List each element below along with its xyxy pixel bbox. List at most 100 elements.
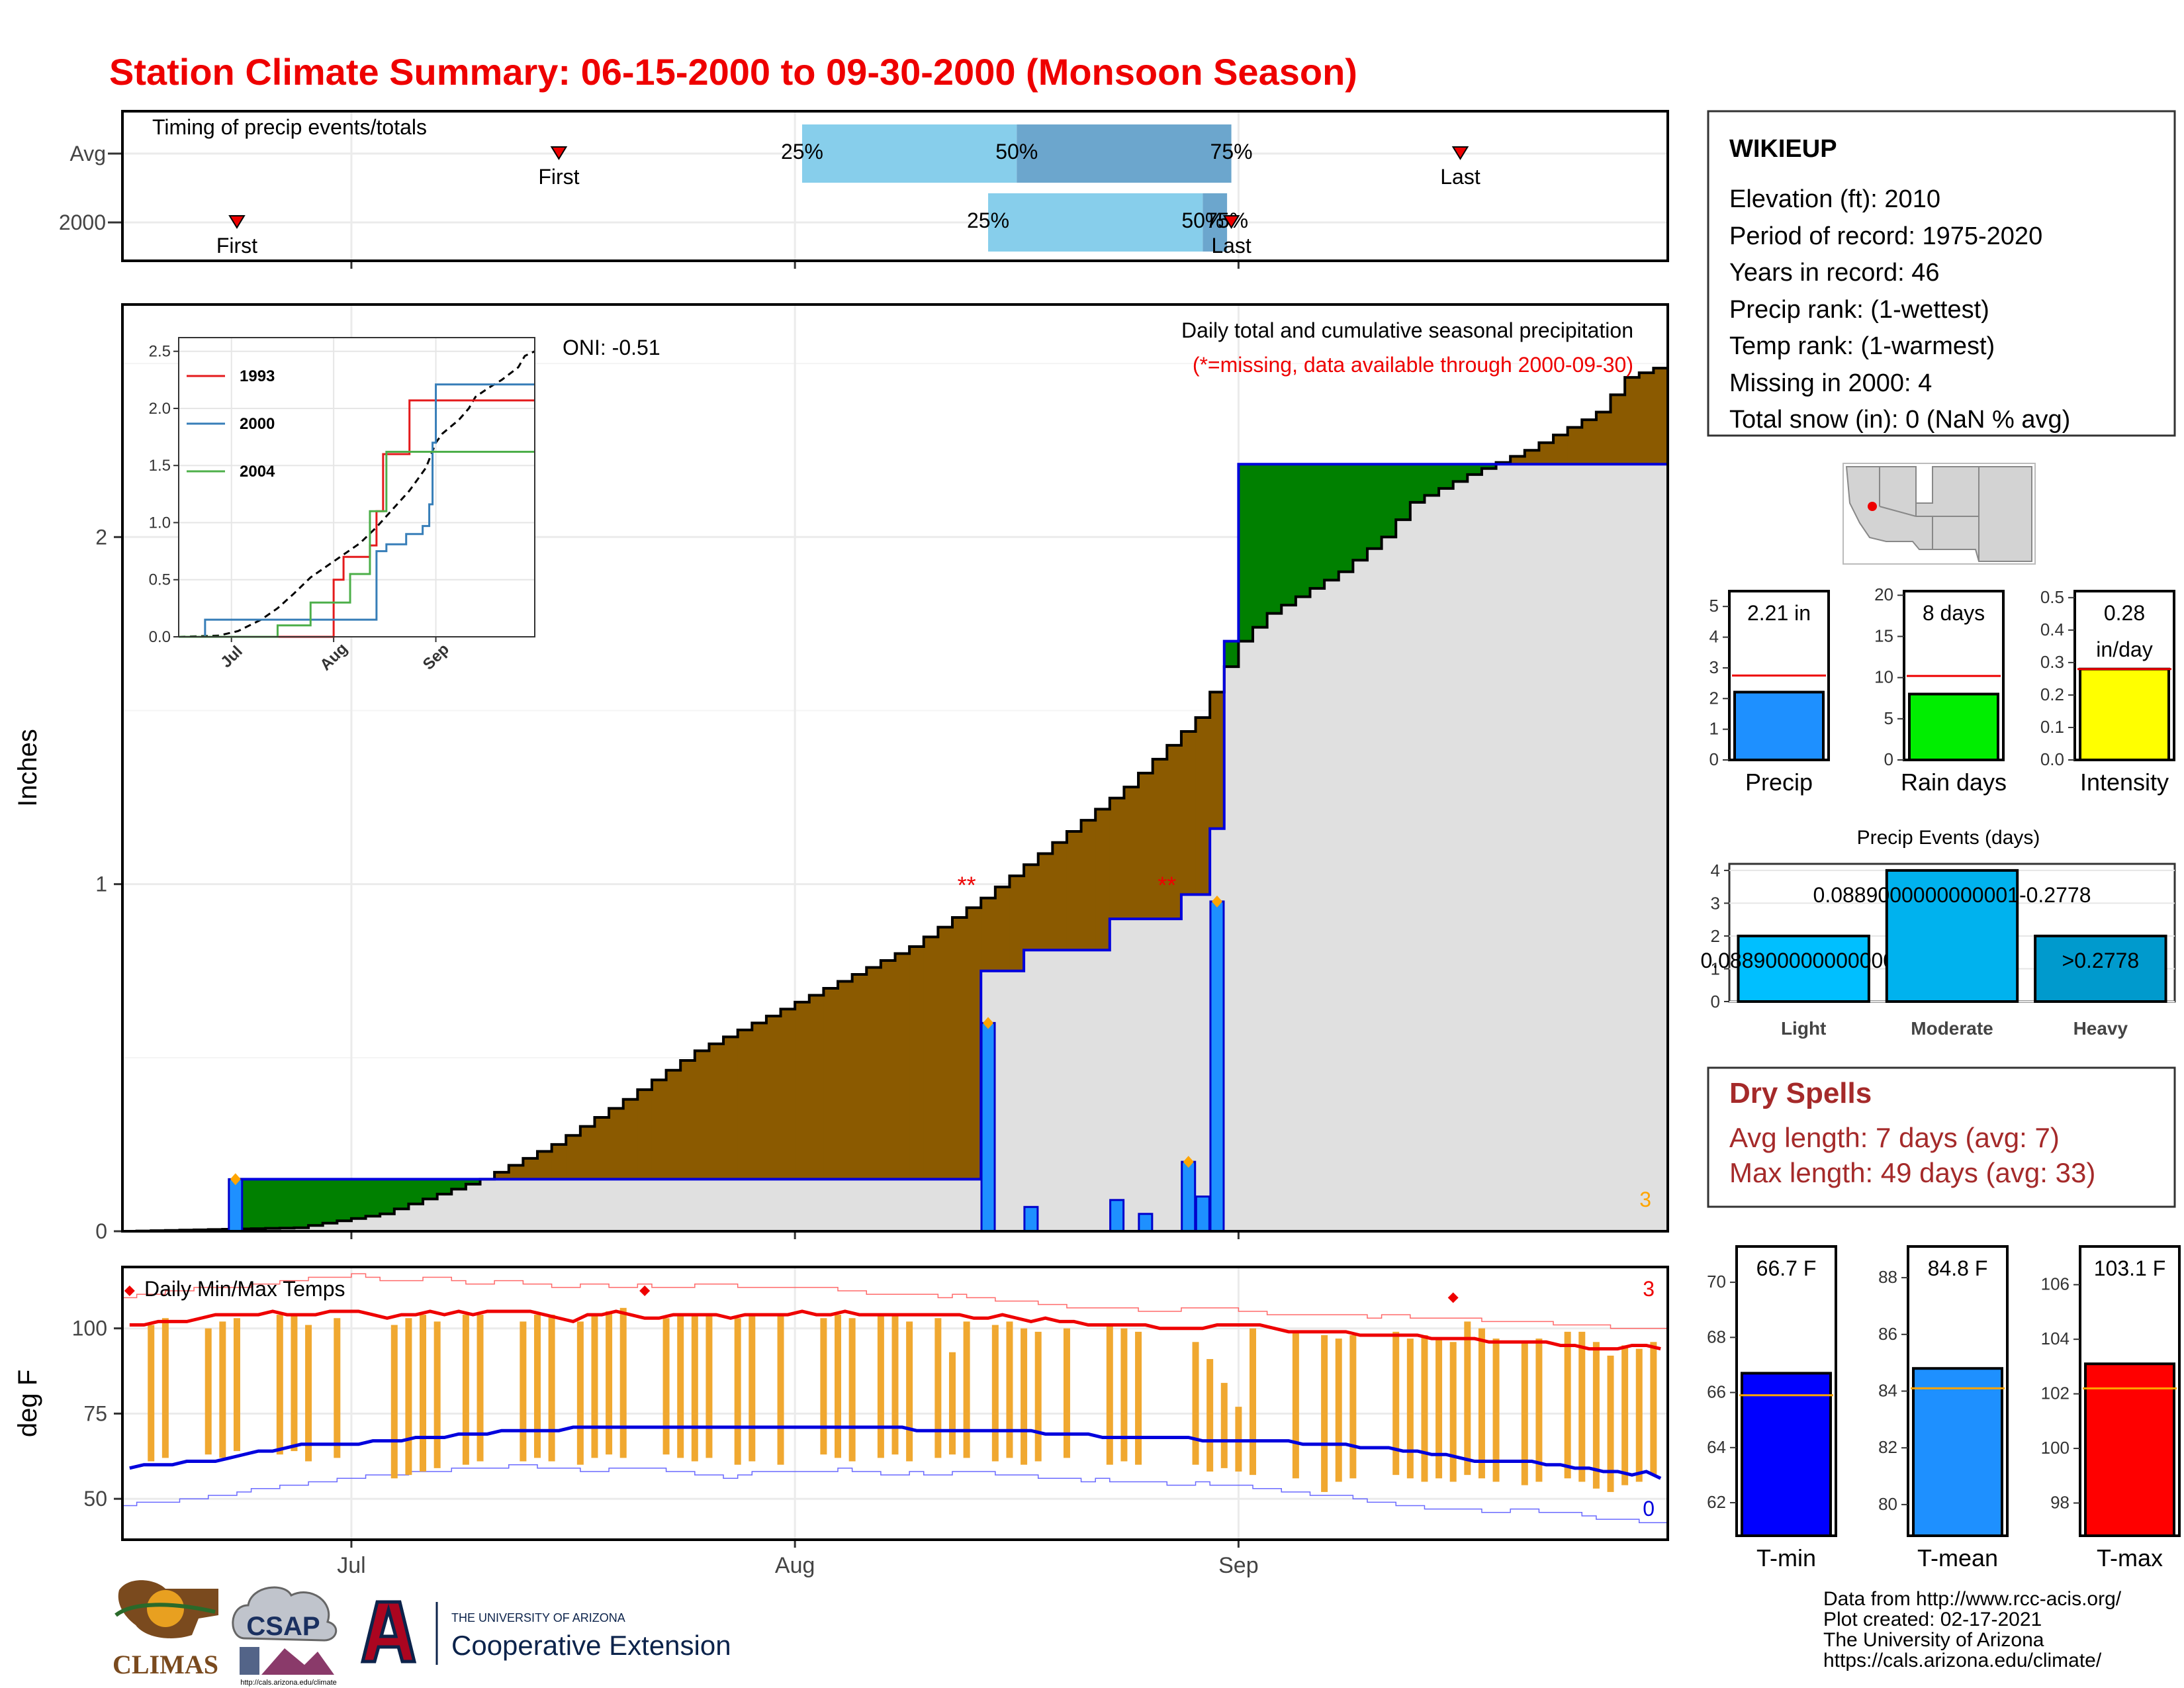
- events-y-tick-label: 1: [1711, 959, 1720, 978]
- daily-temp-range-bar: [619, 1307, 627, 1458]
- precip-y-tick-label: 2: [95, 525, 107, 549]
- precip-surplus-fill: [294, 1179, 309, 1228]
- station-line-period: Period of record: 1975-2020: [1729, 222, 2042, 250]
- precip-deficit-fill: [566, 1135, 581, 1180]
- precip-base-fill: [508, 1179, 523, 1231]
- summary-y-tick-label: 5: [1709, 596, 1719, 616]
- daily-temp-range-bar: [1635, 1348, 1643, 1482]
- precip-deficit-fill: [1567, 427, 1582, 465]
- summary-y-tick-label: 106: [2041, 1274, 2070, 1294]
- summary-y-tick-label: 86: [1878, 1324, 1897, 1344]
- events-category-label: Moderate: [1911, 1018, 1993, 1039]
- daily-temp-range-bar: [1006, 1321, 1013, 1458]
- summary-bar-Precip: [1733, 690, 1825, 762]
- daily-precip-bar: [1195, 1196, 1210, 1233]
- summary-y-tick-label: 0: [1709, 749, 1719, 769]
- inset-legend-label: 1993: [240, 367, 275, 385]
- precip-deficit-fill: [995, 886, 1011, 971]
- ua-name: THE UNIVERSITY OF ARIZONA: [451, 1611, 625, 1624]
- timing-bar-q2: [1017, 124, 1232, 183]
- daily-temp-range-bar: [777, 1315, 784, 1465]
- summary-y-tick-label: 0.4: [2040, 620, 2064, 639]
- precip-deficit-fill: [666, 1070, 681, 1180]
- summary-y-tick-label: 20: [1874, 585, 1893, 604]
- daily-temp-range-bar: [705, 1315, 713, 1458]
- summary-y-tick-label: 64: [1707, 1437, 1726, 1457]
- station-info-frame: [1707, 110, 2176, 437]
- daily-temp-range-bar: [390, 1325, 398, 1479]
- precip-surplus-fill: [423, 1179, 438, 1199]
- precip-base-fill: [909, 1179, 925, 1231]
- precip-deficit-fill: [766, 1015, 782, 1180]
- precip-base-fill: [1109, 919, 1125, 1231]
- daily-temp-range-bar: [1349, 1335, 1357, 1479]
- daily-temp-range-bar: [662, 1318, 670, 1455]
- precip-y-tick-label: 0: [95, 1219, 107, 1243]
- timing-pct-label: 50%: [1181, 209, 1224, 232]
- precip-deficit-fill: [1009, 876, 1024, 971]
- precip-surplus-fill: [1324, 464, 1340, 581]
- precip-deficit-fill: [1582, 420, 1597, 465]
- climas-wordmark: CLIMAS: [113, 1650, 218, 1679]
- precip-base-fill: [1038, 950, 1053, 1231]
- daily-temp-range-bar: [948, 1352, 956, 1455]
- inset-chart: 0.0 0.5 1.0 1.5 2.0 2.5 Jul Aug Sep 1993 2000 2004: [149, 337, 535, 674]
- precip-base-fill: [1224, 667, 1239, 1231]
- daily-temp-range-bar: [1578, 1331, 1586, 1482]
- precip-deficit-fill: [1152, 759, 1167, 919]
- daily-temp-range-bar: [291, 1315, 298, 1452]
- daily-temp-range-bar: [233, 1318, 240, 1452]
- precip-y-tick-label: 1: [95, 872, 107, 896]
- precip-base-fill: [795, 1179, 810, 1231]
- precip-base-fill: [1467, 474, 1482, 1231]
- csap-url: http://cals.arizona.edu/climate: [240, 1679, 337, 1687]
- daily-temp-range-bar: [749, 1315, 756, 1462]
- precip-deficit-fill: [780, 1009, 796, 1180]
- summary-y-tick-label: 68: [1707, 1327, 1726, 1346]
- precip-deficit-fill: [795, 1002, 810, 1180]
- inset-y-tick-label: 2.0: [149, 400, 171, 418]
- precip-base-fill: [1396, 520, 1411, 1231]
- precip-base-fill: [1367, 548, 1383, 1231]
- daily-temp-range-bar: [734, 1318, 741, 1465]
- summary-bar-Rain days: [1908, 692, 1999, 761]
- daily-temp-range-bar: [1478, 1328, 1485, 1479]
- temp-y-axis-label: deg F: [13, 1370, 42, 1437]
- temp-panel: 50 75 100 Jul Aug Sep Daily Min/Max Temps 3 0…: [13, 1266, 1669, 1578]
- precip-deficit-fill: [494, 1172, 510, 1180]
- csap-cloud: [232, 1586, 338, 1642]
- precip-surplus-fill: [1367, 464, 1383, 549]
- map-state-borders: [1879, 467, 1979, 561]
- precip-surplus-fill: [1310, 464, 1325, 588]
- daily-temp-range-bar: [276, 1315, 283, 1455]
- precip-base-fill: [1381, 537, 1396, 1232]
- csap-mountains: [261, 1648, 334, 1675]
- map-station-marker: [1868, 502, 1877, 511]
- summary-y-tick-label: 0.5: [2040, 587, 2064, 607]
- events-bar-label: 0.0889000000000001-0.2778: [1813, 883, 2091, 907]
- precip-base-fill: [752, 1179, 767, 1231]
- daily-temp-range-bar: [477, 1315, 484, 1462]
- precip-subtitle: (*=missing, data available through 2000-…: [1193, 353, 1633, 377]
- summary-category-label: T-min: [1756, 1544, 1816, 1571]
- timing-event-marker: [550, 146, 568, 160]
- daily-temp-range-bar: [606, 1311, 613, 1455]
- summary-category-label: T-max: [2097, 1544, 2163, 1571]
- precip-base-fill: [780, 1179, 796, 1231]
- precip-surplus-fill: [337, 1179, 352, 1221]
- daily-precip-bar: [1138, 1213, 1154, 1233]
- footer-line: The University of Arizona: [1823, 1629, 2044, 1651]
- temp-x-tick-label: Aug: [775, 1553, 815, 1578]
- climas-sun: [147, 1590, 184, 1627]
- precip-deficit-fill: [923, 937, 938, 1180]
- timing-event-marker: [228, 215, 246, 229]
- precip-surplus-fill: [1467, 464, 1482, 475]
- inset-average-line: [178, 350, 535, 638]
- precip-deficit-fill: [1167, 745, 1182, 919]
- precip-base-fill: [838, 1179, 853, 1231]
- precip-events-chart: Precip Events (days) 0 1 2 3 4 0.088900000000…: [1700, 827, 2176, 1039]
- timing-bar-q1: [988, 193, 1203, 252]
- summary-y-tick-label: 104: [2041, 1329, 2070, 1348]
- summary-y-tick-label: 3: [1709, 657, 1719, 677]
